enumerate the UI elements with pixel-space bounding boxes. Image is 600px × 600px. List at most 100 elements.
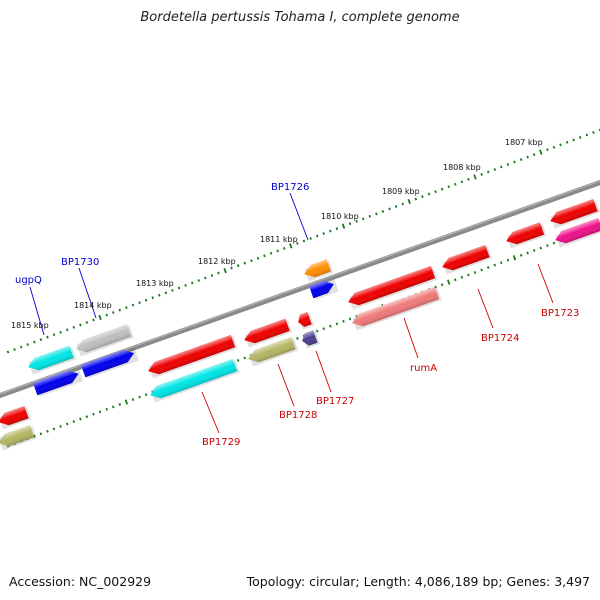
ruler-tick: [184, 283, 187, 287]
ruler-tick: [125, 306, 128, 310]
ruler-tick: [480, 172, 483, 176]
ruler-tick: [236, 358, 240, 362]
ruler-tick: [118, 308, 122, 312]
ruler-tick: [250, 259, 253, 263]
far-left-gene[interactable]: [0, 405, 32, 430]
BP1730-cds[interactable]: [81, 346, 139, 379]
ruler-tick: [329, 229, 332, 233]
kbp-label: 1814 kbp: [74, 301, 112, 310]
ruler-tick: [532, 153, 536, 157]
ruler-tick: [381, 209, 385, 213]
kbp-label: 1808 kbp: [443, 163, 481, 172]
gene-label-BP1724[interactable]: BP1724: [481, 333, 519, 344]
ruler-tick: [46, 429, 49, 433]
ruler-tick: [59, 330, 62, 334]
ruler-tick: [131, 303, 135, 307]
ruler-tick: [440, 187, 444, 191]
ruler-tick: [546, 244, 549, 248]
kbp-label: 1809 kbp: [382, 187, 420, 196]
features: [0, 198, 600, 451]
ruler-tick: [493, 168, 497, 171]
gene-label-BP1729[interactable]: BP1729: [202, 437, 240, 448]
gene-label-ugpQ[interactable]: ugpQ: [15, 275, 42, 286]
ugpQ-gene[interactable]: [26, 345, 77, 375]
ruler-tick: [407, 198, 411, 205]
gene-label-BP1727[interactable]: BP1727: [316, 396, 354, 407]
ruler-tick: [329, 324, 332, 328]
gene-label-BP1728[interactable]: BP1728: [279, 410, 317, 421]
ruler-tick: [144, 393, 148, 397]
ugpQ-cds[interactable]: [33, 367, 84, 397]
ruler-tick: [322, 232, 325, 236]
ruler-tick: [138, 301, 141, 305]
ruler-tick: [296, 242, 299, 245]
ruler-tick: [526, 155, 529, 159]
ruler-tick: [579, 135, 582, 139]
ruler-tick: [197, 279, 201, 282]
ruler-tick: [447, 279, 451, 285]
rumA-gene[interactable]: [346, 265, 438, 310]
kbp-label: 1807 kbp: [505, 138, 543, 147]
BP1728-cds[interactable]: [246, 336, 299, 367]
ruler-tick: [486, 266, 490, 270]
gene-label-BP1730[interactable]: BP1730: [61, 257, 99, 268]
edge-right-gene[interactable]: [548, 198, 600, 229]
ruler-tick: [269, 251, 273, 255]
ruler-tick: [335, 227, 339, 231]
ruler-tick: [500, 261, 503, 265]
ruler-tick: [500, 165, 503, 169]
ruler-outer: [6, 128, 600, 354]
ruler-tick: [105, 407, 108, 411]
rumA-cds[interactable]: [350, 286, 442, 331]
kbp-label: 1811 kbp: [260, 235, 298, 244]
ruler-tick: [473, 270, 477, 274]
BP1729-cds[interactable]: [148, 358, 240, 403]
label-leaders: [29, 192, 554, 434]
ruler-tick: [144, 298, 148, 302]
BP1730-gene[interactable]: [74, 324, 134, 358]
ruler-tick: [72, 420, 76, 424]
ruler-tick: [341, 223, 346, 229]
far-left-cds[interactable]: [0, 424, 37, 451]
ruler-tick: [348, 317, 352, 321]
ruler-tick: [447, 185, 450, 189]
ruler-tick: [72, 325, 76, 329]
gene-label-BP1723[interactable]: BP1723: [541, 308, 579, 319]
BP1726-cds[interactable]: [309, 277, 339, 300]
ruler-tick: [276, 249, 279, 253]
BP1724-gene[interactable]: [440, 244, 493, 275]
ruler-tick: [296, 336, 299, 340]
ruler-tick: [519, 253, 523, 257]
BP1728-gene[interactable]: [242, 318, 293, 348]
ruler-tick: [512, 255, 517, 261]
ruler-tick: [256, 256, 260, 260]
ruler-tick: [39, 432, 43, 436]
ruler-tick: [164, 291, 168, 295]
ruler-tick: [65, 422, 69, 426]
BP1727-cds[interactable]: [300, 330, 321, 349]
leader-line: [29, 286, 45, 336]
ruler-tick: [111, 405, 115, 409]
BP1727-gene[interactable]: [296, 311, 315, 330]
ruler-tick: [217, 271, 220, 275]
ruler-tick: [52, 333, 56, 337]
ruler-tick: [124, 399, 129, 405]
ruler-tick: [394, 205, 398, 208]
ruler-tick: [118, 402, 122, 406]
BP1729-gene[interactable]: [146, 334, 238, 379]
gene-label-rumA[interactable]: rumA: [410, 363, 437, 374]
BP1723-gene[interactable]: [504, 222, 547, 250]
ruler-tick: [171, 288, 174, 292]
ruler-tick: [263, 254, 266, 258]
gene-labels: ugpQ BP1730 BP1726 BP1729 BP1728 BP1727 rumA BP…: [15, 182, 579, 448]
gene-label-BP1726[interactable]: BP1726: [271, 182, 309, 193]
ruler-tick: [65, 328, 69, 332]
BP1723-cds[interactable]: [553, 217, 600, 248]
ruler-tick: [440, 283, 444, 287]
ruler-tick: [467, 177, 470, 181]
ruler-tick: [236, 264, 240, 268]
kbp-label: 1815 kbp: [11, 321, 49, 330]
ruler-tick: [454, 182, 457, 186]
BP1726-gene[interactable]: [302, 259, 334, 282]
